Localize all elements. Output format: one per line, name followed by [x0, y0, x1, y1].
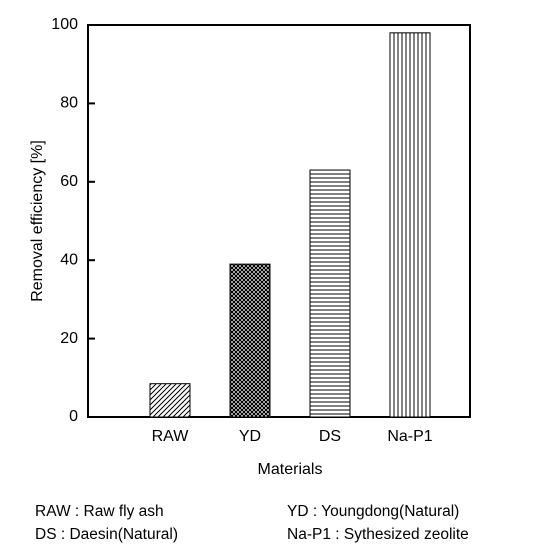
footnote: Na-P1 : Sythesized zeolite — [287, 526, 469, 543]
bar — [309, 169, 351, 418]
x-tick-label: DS — [319, 428, 341, 445]
x-tick-label: Na-P1 — [387, 428, 432, 445]
bar — [229, 263, 271, 418]
footnote: YD : Youngdong(Natural) — [287, 503, 459, 520]
y-axis-label: Removal efficiency [%] — [29, 140, 46, 302]
y-tick-label: 20 — [60, 330, 78, 347]
y-tick-label: 40 — [60, 251, 78, 268]
x-axis-label: Materials — [258, 461, 323, 478]
bar — [389, 32, 431, 418]
y-tick-label: 100 — [51, 16, 78, 33]
plot-frame — [87, 24, 471, 418]
footnote: DS : Daesin(Natural) — [35, 526, 178, 543]
y-tick-label: 60 — [60, 173, 78, 190]
bar — [149, 383, 191, 418]
y-tick-label: 0 — [69, 408, 78, 425]
y-tick-label: 80 — [60, 95, 78, 112]
x-tick-label: RAW — [152, 428, 190, 445]
footnote: RAW : Raw fly ash — [35, 503, 164, 520]
x-tick-label: YD — [239, 428, 261, 445]
